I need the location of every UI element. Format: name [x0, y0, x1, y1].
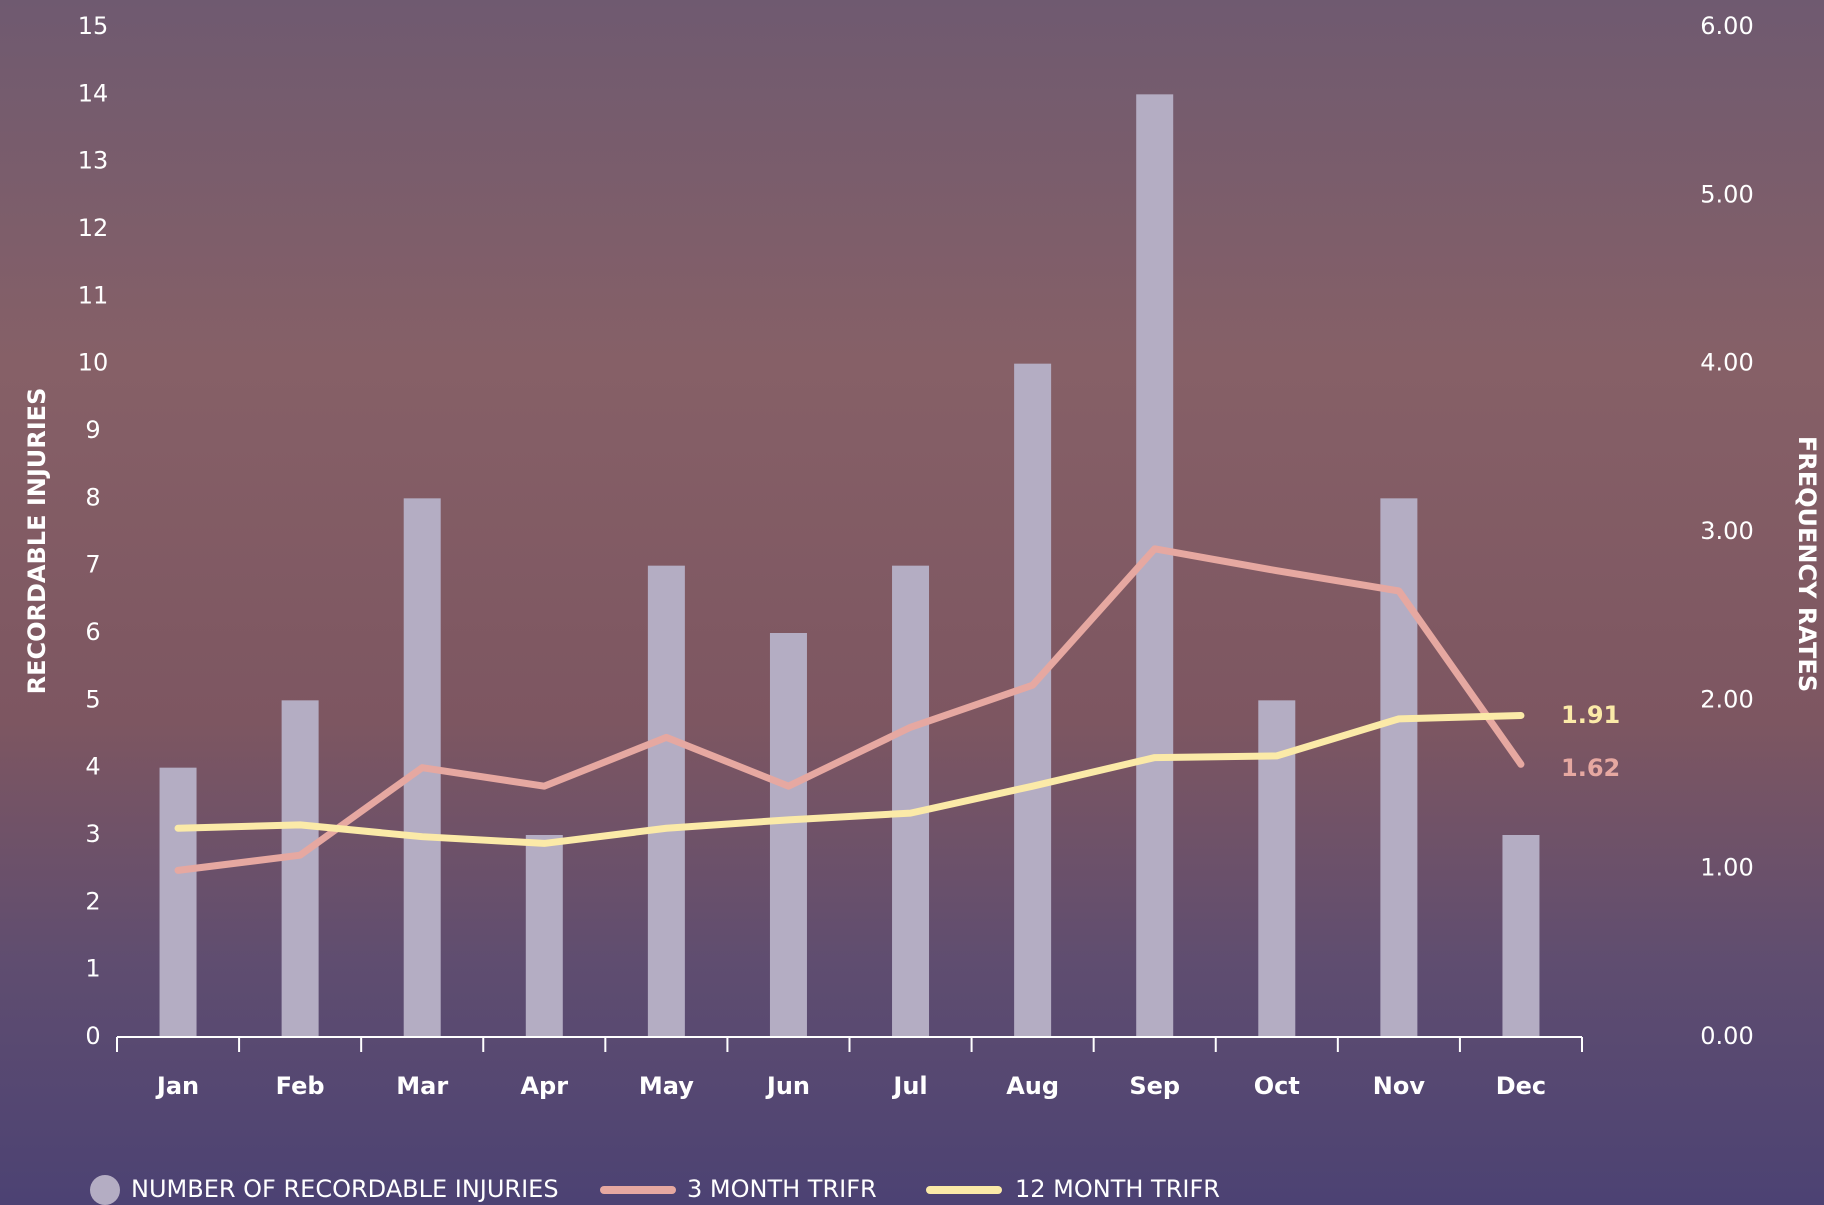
bar — [769, 633, 807, 1037]
end-value-label: 1.91 — [1561, 701, 1620, 729]
bar — [647, 565, 685, 1037]
y2-tick-label: 1.00 — [1700, 854, 1753, 882]
y2-tick-label: 2.00 — [1700, 685, 1753, 713]
bar — [159, 767, 197, 1037]
y-tick-label: 11 — [78, 281, 109, 309]
y-tick-label: 6 — [85, 618, 100, 646]
x-tick-label: Feb — [276, 1072, 325, 1100]
y2-axis-label: FREQUENCY RATES — [1793, 436, 1821, 692]
y-tick-label: 13 — [78, 147, 109, 175]
y2-tick-label: 3.00 — [1700, 517, 1753, 545]
line-series — [174, 545, 1525, 874]
y-tick-label: 14 — [78, 79, 109, 107]
x-tick-label: Aug — [1006, 1072, 1059, 1100]
y-tick-label: 5 — [85, 685, 100, 713]
x-tick-label: Nov — [1373, 1072, 1426, 1100]
legend-label: NUMBER OF RECORDABLE INJURIES — [131, 1175, 559, 1203]
x-tick-label: Jul — [891, 1072, 927, 1100]
x-tick-label: Dec — [1496, 1072, 1546, 1100]
y-tick-label: 10 — [78, 349, 109, 377]
y-tick-label: 7 — [85, 551, 100, 579]
y2-tick-label: 5.00 — [1700, 180, 1753, 208]
x-tick-label: Mar — [396, 1072, 448, 1100]
line-series — [174, 711, 1525, 847]
y-tick-label: 15 — [78, 12, 109, 40]
y2-tick-label: 4.00 — [1700, 349, 1753, 377]
y-tick-label: 12 — [78, 214, 109, 242]
y2-tick-label: 0.00 — [1700, 1022, 1753, 1050]
x-tick-label: Sep — [1129, 1072, 1180, 1100]
y-tick-label: 9 — [85, 416, 100, 444]
x-tick-label: May — [639, 1072, 694, 1100]
y-tick-label: 2 — [85, 887, 100, 915]
x-tick-label: Jan — [155, 1072, 199, 1100]
x-tick-label: Apr — [520, 1072, 568, 1100]
y-tick-label: 1 — [85, 955, 100, 983]
y-tick-label: 3 — [85, 820, 100, 848]
y-axis-label: RECORDABLE INJURIES — [23, 388, 51, 695]
y-tick-label: 8 — [85, 483, 100, 511]
y2-tick-label: 6.00 — [1700, 12, 1753, 40]
legend-swatch — [90, 1175, 120, 1205]
legend-label: 12 MONTH TRIFR — [1015, 1175, 1220, 1203]
end-value-label: 1.62 — [1561, 754, 1620, 782]
bar — [525, 835, 563, 1037]
legend-label: 3 MONTH TRIFR — [687, 1175, 877, 1203]
bar — [1014, 363, 1052, 1038]
bar — [1380, 498, 1418, 1037]
x-tick-label: Jun — [765, 1072, 810, 1100]
y-tick-label: 0 — [85, 1022, 100, 1050]
y-tick-label: 4 — [85, 753, 100, 781]
bar — [1502, 835, 1540, 1037]
bar — [281, 700, 319, 1037]
x-tick-label: Oct — [1254, 1072, 1300, 1100]
bar — [892, 565, 930, 1037]
